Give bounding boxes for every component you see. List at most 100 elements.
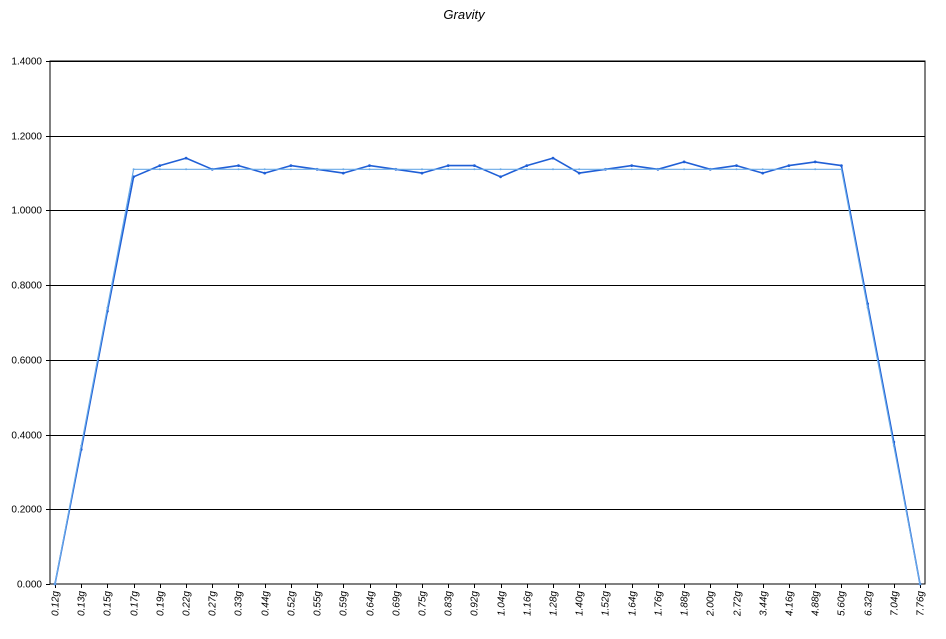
- data-point: [682, 160, 686, 164]
- data-point: [420, 171, 424, 175]
- x-tick-label: 0.13g: [77, 591, 88, 616]
- data-point: [735, 164, 738, 168]
- x-tick-label: 0.19g: [156, 591, 167, 616]
- data-point: [892, 444, 895, 447]
- y-tick-label: 1.4000: [11, 57, 42, 68]
- data-point: [577, 171, 581, 175]
- series-layer: [53, 156, 922, 586]
- y-tick-label: 1.2000: [11, 132, 42, 143]
- x-tick-label: 7.04g: [890, 591, 901, 616]
- data-point: [473, 164, 476, 168]
- x-tick-label: 0.59g: [339, 591, 350, 616]
- data-point: [761, 171, 765, 175]
- x-tick-label: 0.44g: [261, 591, 272, 616]
- x-tick-label: 3.44g: [759, 591, 770, 616]
- x-tick-label: 0.33g: [234, 591, 245, 616]
- data-point: [368, 168, 371, 171]
- data-point: [316, 168, 319, 171]
- plot-frame: [49, 60, 926, 585]
- data-point: [735, 168, 738, 171]
- data-point: [787, 168, 790, 171]
- data-point: [683, 168, 686, 171]
- x-tick-label: 0.75g: [418, 591, 429, 616]
- data-point: [342, 168, 345, 171]
- label-layer: 0.000 0.2000 0.4000 0.6000 0.8000 1.0000 1.200…: [11, 57, 926, 618]
- data-point: [184, 156, 188, 160]
- data-point: [446, 164, 450, 168]
- data-point: [394, 168, 397, 171]
- data-point: [919, 583, 921, 585]
- x-tick-label: 2.00g: [706, 591, 717, 617]
- data-point: [106, 306, 109, 309]
- y-tick-label: 0.8000: [11, 281, 42, 292]
- data-point: [499, 168, 502, 171]
- data-point: [656, 168, 659, 171]
- data-point: [630, 164, 634, 168]
- data-point: [185, 168, 188, 171]
- data-point: [630, 168, 633, 171]
- x-tick-label: 4.88g: [811, 591, 822, 616]
- data-point: [840, 164, 843, 168]
- data-point: [132, 168, 135, 171]
- data-point: [840, 168, 843, 171]
- axis-layer: [46, 60, 926, 588]
- x-tick-label: 6.32g: [864, 591, 875, 616]
- data-point: [289, 164, 293, 168]
- grid-layer: [50, 61, 925, 510]
- y-tick-label: 0.000: [17, 580, 42, 591]
- y-tick-label: 0.2000: [11, 505, 42, 516]
- series-line-2: [54, 168, 921, 585]
- data-point: [289, 168, 292, 171]
- x-tick-label: 2.72g: [733, 591, 744, 617]
- data-point: [263, 168, 266, 171]
- x-tick-label: 1.76g: [654, 591, 665, 616]
- series-line-1: [54, 157, 921, 585]
- x-tick-label: 5.60g: [837, 591, 848, 616]
- x-tick-label: 1.52g: [601, 591, 612, 616]
- x-tick-label: 0.22g: [182, 591, 193, 616]
- x-tick-label: 1.64g: [628, 591, 639, 616]
- data-point: [525, 164, 529, 168]
- x-tick-label: 0.15g: [103, 591, 114, 616]
- x-tick-label: 0.17g: [130, 591, 141, 616]
- data-point: [813, 160, 817, 164]
- data-point: [709, 168, 712, 171]
- data-point: [158, 168, 161, 171]
- data-point: [473, 168, 476, 171]
- x-tick-label: 0.55g: [313, 591, 324, 616]
- x-tick-label: 0.83g: [444, 591, 455, 616]
- y-tick-label: 0.4000: [11, 431, 42, 442]
- x-tick-label: 1.28g: [549, 591, 560, 616]
- data-point: [814, 168, 817, 171]
- x-tick-label: 0.52g: [287, 591, 298, 616]
- x-tick-label: 0.69g: [392, 591, 403, 616]
- data-point: [525, 168, 528, 171]
- y-tick-label: 0.6000: [11, 356, 42, 367]
- x-tick-label: 0.64g: [366, 591, 377, 616]
- data-point: [237, 164, 240, 168]
- data-point: [211, 168, 214, 171]
- x-tick-label: 1.40g: [575, 591, 586, 616]
- x-tick-label: 1.16g: [523, 591, 534, 616]
- data-point: [604, 168, 607, 171]
- data-point: [551, 156, 555, 160]
- data-point: [368, 164, 371, 168]
- data-point: [578, 168, 581, 171]
- data-point: [237, 168, 240, 171]
- data-point: [54, 583, 56, 585]
- data-point: [341, 171, 345, 175]
- x-tick-label: 0.12g: [51, 591, 62, 616]
- x-tick-label: 1.88g: [680, 591, 691, 616]
- x-tick-label: 7.76g: [916, 591, 927, 616]
- y-tick-label: 1.0000: [11, 206, 42, 217]
- data-point: [80, 444, 83, 447]
- data-point: [761, 168, 764, 171]
- data-point: [447, 168, 450, 171]
- x-tick-label: 0.27g: [208, 591, 219, 616]
- chart-title: Gravity: [443, 7, 486, 22]
- x-tick-label: 0.92g: [470, 591, 481, 616]
- x-tick-label: 4.16g: [785, 591, 796, 616]
- data-point: [263, 171, 267, 175]
